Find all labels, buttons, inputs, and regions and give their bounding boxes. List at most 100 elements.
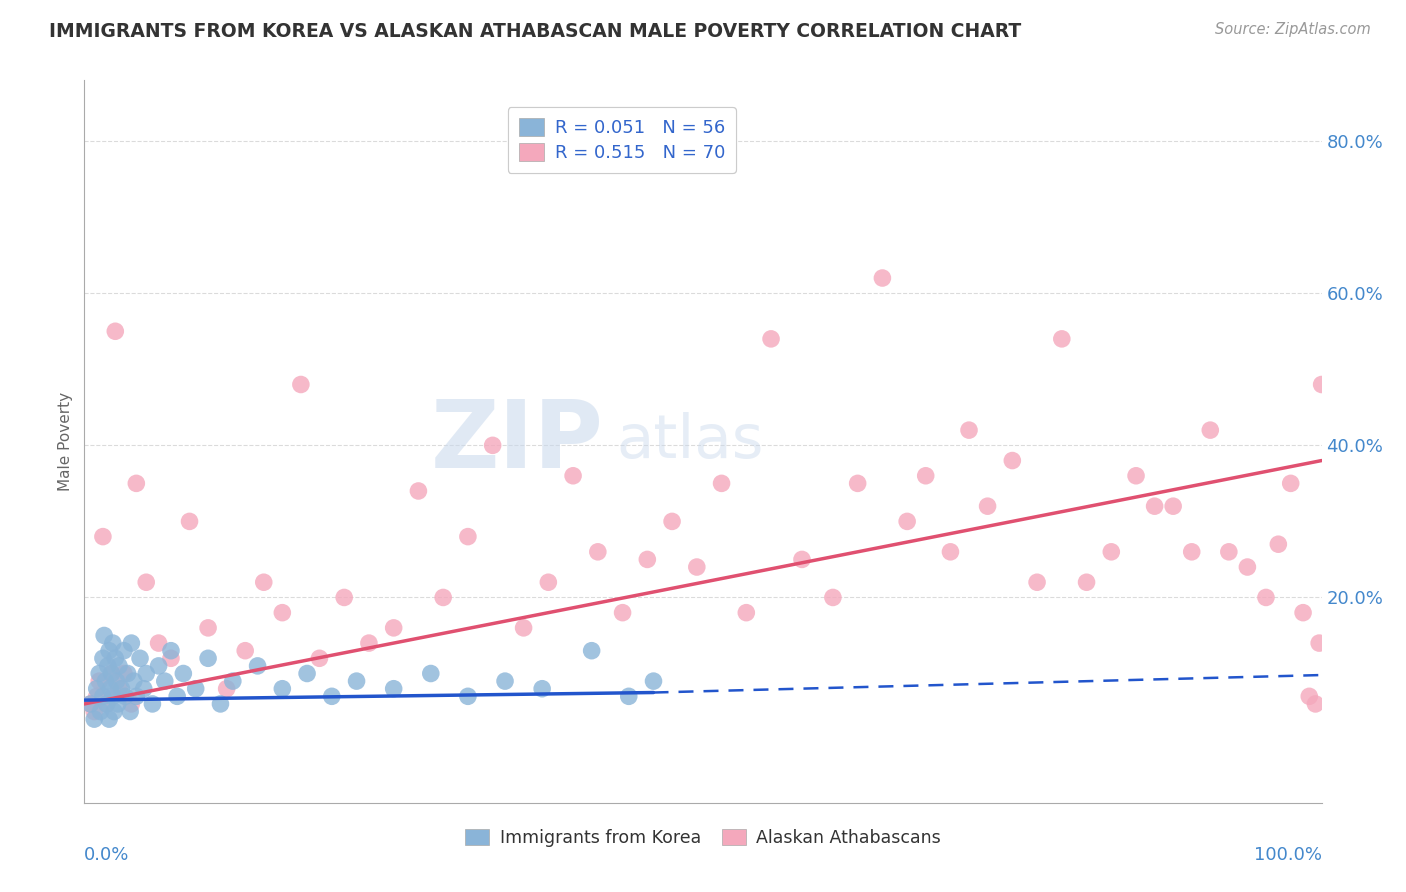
Point <box>1292 606 1315 620</box>
Point <box>122 674 145 689</box>
Point <box>382 621 405 635</box>
Point <box>636 552 658 566</box>
Point <box>531 681 554 696</box>
Point <box>103 705 125 719</box>
Point <box>160 651 183 665</box>
Point <box>790 552 813 566</box>
Point <box>1181 545 1204 559</box>
Point <box>129 651 152 665</box>
Point <box>132 681 155 696</box>
Point <box>1050 332 1073 346</box>
Point <box>148 636 170 650</box>
Point <box>79 697 101 711</box>
Text: ZIP: ZIP <box>432 395 605 488</box>
Point <box>209 697 232 711</box>
Text: Source: ZipAtlas.com: Source: ZipAtlas.com <box>1215 22 1371 37</box>
Point <box>89 674 111 689</box>
Point <box>91 690 114 704</box>
Point <box>179 515 201 529</box>
Point <box>1099 545 1122 559</box>
Point <box>686 560 709 574</box>
Point <box>1305 697 1327 711</box>
Point <box>1125 468 1147 483</box>
Point <box>197 651 219 665</box>
Point <box>1076 575 1098 590</box>
Point <box>481 438 503 452</box>
Point <box>89 666 111 681</box>
Point <box>79 697 101 711</box>
Point <box>432 591 454 605</box>
Point <box>914 468 936 483</box>
Point <box>94 674 117 689</box>
Point <box>581 643 603 657</box>
Point <box>91 651 114 665</box>
Point <box>1310 377 1333 392</box>
Point <box>1161 499 1184 513</box>
Point <box>125 476 148 491</box>
Point <box>184 681 207 696</box>
Point <box>333 591 356 605</box>
Point <box>104 651 127 665</box>
Point <box>246 659 269 673</box>
Point <box>896 515 918 529</box>
Point <box>98 712 121 726</box>
Point <box>957 423 980 437</box>
Point <box>308 651 330 665</box>
Point <box>253 575 276 590</box>
Point <box>271 681 294 696</box>
Point <box>101 636 124 650</box>
Point <box>86 690 108 704</box>
Point <box>141 697 163 711</box>
Y-axis label: Male Poverty: Male Poverty <box>58 392 73 491</box>
Point <box>586 545 609 559</box>
Point <box>562 468 585 483</box>
Point <box>120 705 142 719</box>
Point <box>172 666 194 681</box>
Text: 0.0%: 0.0% <box>84 847 129 864</box>
Point <box>108 659 131 673</box>
Point <box>408 483 430 498</box>
Point <box>120 697 142 711</box>
Point <box>759 332 782 346</box>
Point <box>86 681 108 696</box>
Point <box>321 690 343 704</box>
Point <box>108 681 131 696</box>
Point <box>1267 537 1289 551</box>
Point <box>419 666 441 681</box>
Point <box>821 591 844 605</box>
Point <box>96 697 118 711</box>
Point <box>346 674 368 689</box>
Point <box>83 712 105 726</box>
Point <box>1026 575 1049 590</box>
Point <box>105 674 128 689</box>
Point <box>494 674 516 689</box>
Point <box>233 643 256 657</box>
Point <box>1254 591 1277 605</box>
Point <box>104 324 127 338</box>
Point <box>153 674 176 689</box>
Point <box>148 659 170 673</box>
Point <box>160 643 183 657</box>
Point <box>1001 453 1024 467</box>
Point <box>125 690 148 704</box>
Point <box>114 690 136 704</box>
Point <box>710 476 733 491</box>
Text: IMMIGRANTS FROM KOREA VS ALASKAN ATHABASCAN MALE POVERTY CORRELATION CHART: IMMIGRANTS FROM KOREA VS ALASKAN ATHABAS… <box>49 22 1022 41</box>
Point <box>100 666 122 681</box>
Point <box>197 621 219 635</box>
Point <box>1279 476 1302 491</box>
Point <box>89 705 111 719</box>
Point <box>91 530 114 544</box>
Point <box>1199 423 1222 437</box>
Point <box>939 545 962 559</box>
Point <box>110 681 132 696</box>
Point <box>1298 690 1320 704</box>
Point <box>215 681 238 696</box>
Point <box>98 681 121 696</box>
Point <box>117 666 139 681</box>
Point <box>617 690 640 704</box>
Point <box>120 636 142 650</box>
Point <box>1308 636 1330 650</box>
Point <box>357 636 380 650</box>
Point <box>112 666 135 681</box>
